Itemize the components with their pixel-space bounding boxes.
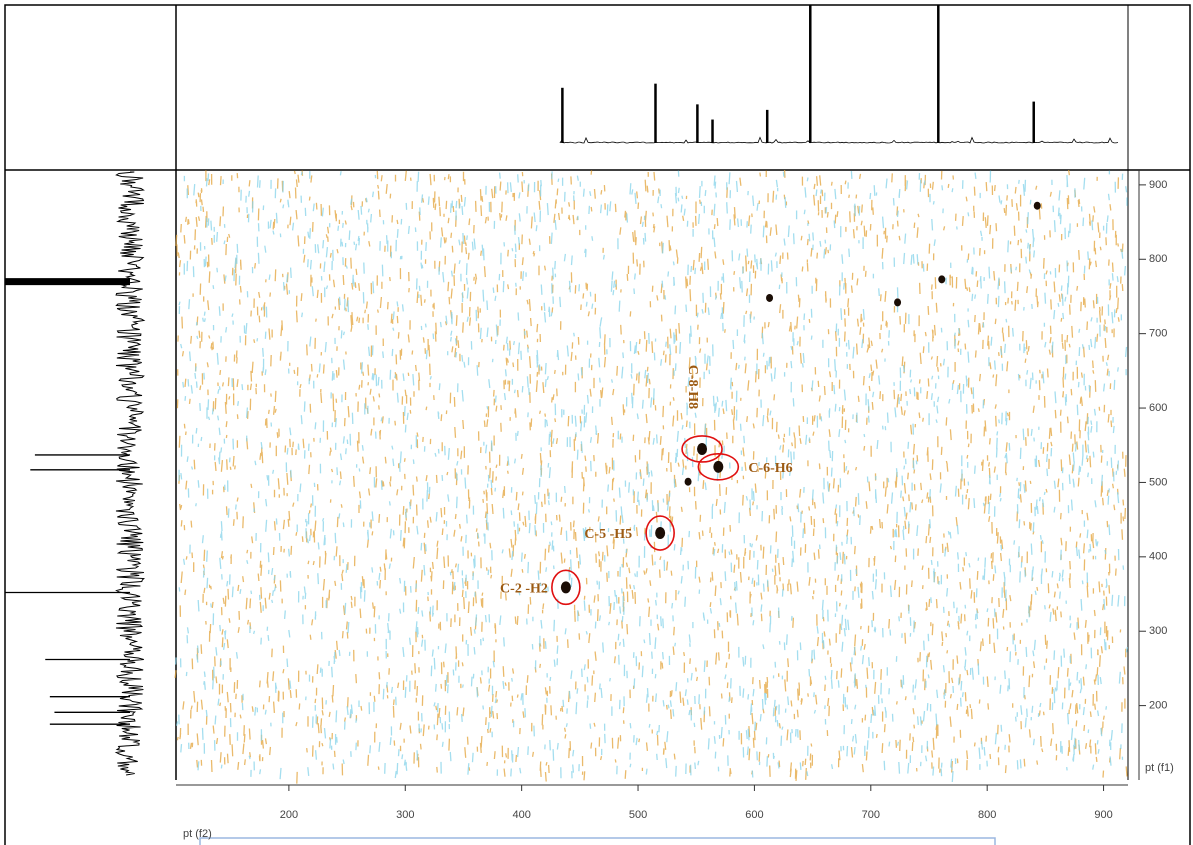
- peak: [684, 477, 692, 486]
- noise-cyan: [174, 170, 1129, 783]
- x-tick-label: 700: [862, 809, 880, 821]
- peak-label: C-2 -H2: [500, 582, 548, 597]
- peak-circle: [645, 515, 675, 551]
- x-tick-label: 200: [280, 809, 298, 821]
- peak: [894, 298, 902, 307]
- x-tick-label: 500: [629, 809, 647, 821]
- x-tick-label: 600: [745, 809, 763, 821]
- y-tick-label: 400: [1149, 551, 1167, 563]
- x-axis-label: pt (f2): [183, 828, 212, 840]
- x-tick-label: 900: [1094, 809, 1112, 821]
- peak-circle: [551, 569, 581, 606]
- x-tick-label: 400: [512, 809, 530, 821]
- y-tick-label: 900: [1149, 179, 1167, 191]
- frame: [4, 4, 1191, 845]
- y-tick-label: 600: [1149, 402, 1167, 414]
- projection-noise: [559, 136, 1119, 144]
- y-tick-label: 300: [1149, 625, 1167, 637]
- y-tick-label: 500: [1149, 476, 1167, 488]
- peak: [766, 293, 774, 302]
- x-tick-label: 300: [396, 809, 414, 821]
- peak-circle: [681, 435, 723, 463]
- peak-label: C-6-H6: [748, 461, 792, 476]
- peak: [560, 581, 571, 594]
- noise-layer: [174, 169, 1129, 784]
- peak: [713, 460, 724, 473]
- y-axis-label: pt (f1): [1145, 762, 1174, 774]
- peak: [938, 275, 946, 284]
- peak-label: C-8-H8: [685, 365, 700, 409]
- panel-edge: [199, 837, 996, 845]
- peak: [697, 442, 708, 455]
- y-tick-label: 800: [1149, 253, 1167, 265]
- y-tick-label: 200: [1149, 700, 1167, 712]
- peak: [1033, 201, 1041, 210]
- peak: [655, 527, 666, 540]
- noise-orange: [174, 169, 1128, 784]
- y-tick-label: 700: [1149, 328, 1167, 340]
- x-tick-label: 800: [978, 809, 996, 821]
- peak-label: C-5 -H5: [584, 527, 632, 542]
- projection-noise: [114, 171, 146, 776]
- peak-circle: [697, 453, 740, 481]
